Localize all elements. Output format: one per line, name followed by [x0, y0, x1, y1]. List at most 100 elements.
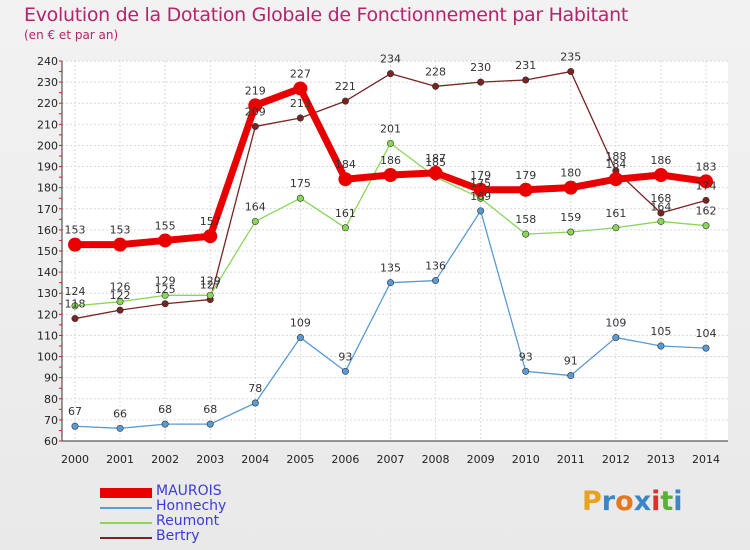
legend-label: Bertry: [156, 528, 200, 544]
data-label: 127: [200, 279, 221, 292]
data-label: 169: [470, 190, 491, 203]
data-label: 136: [425, 260, 446, 273]
data-label: 161: [605, 207, 626, 220]
y-tick-label: 200: [37, 139, 58, 152]
legend-label: Honnechy: [156, 498, 227, 514]
legend-swatch: [100, 487, 152, 498]
data-label: 186: [650, 154, 671, 167]
data-point: [341, 224, 349, 232]
x-tick-label: 2014: [692, 453, 720, 466]
data-label: 228: [425, 65, 446, 78]
logo-letter: r: [601, 486, 616, 517]
y-tick-label: 100: [37, 351, 58, 364]
data-point: [251, 217, 259, 225]
data-point: [653, 168, 668, 182]
data-label: 187: [425, 152, 446, 165]
x-tick-label: 2001: [106, 453, 134, 466]
data-point: [71, 315, 79, 323]
data-label: 183: [696, 160, 717, 173]
logo-letter: i: [673, 486, 683, 517]
x-tick-label: 2008: [422, 453, 450, 466]
data-label: 157: [200, 215, 221, 228]
legend-swatch: [100, 521, 152, 524]
data-point: [432, 82, 440, 90]
data-label: 230: [470, 61, 491, 74]
data-label: 93: [519, 350, 533, 363]
data-point: [68, 237, 82, 252]
data-label: 135: [380, 262, 401, 275]
data-point: [518, 182, 533, 197]
data-point: [293, 81, 308, 96]
data-point: [251, 122, 259, 130]
data-point: [477, 207, 485, 215]
y-tick-label: 180: [37, 182, 58, 195]
data-label: 175: [290, 177, 311, 190]
x-tick-label: 2012: [602, 453, 630, 466]
data-label: 153: [65, 224, 86, 237]
y-tick-label: 60: [44, 435, 58, 448]
data-label: 221: [335, 80, 356, 93]
data-label: 93: [338, 350, 352, 363]
data-label: 235: [560, 51, 581, 64]
data-point: [113, 237, 128, 252]
data-label: 159: [560, 211, 581, 224]
y-tick-label: 240: [37, 55, 58, 68]
data-point: [567, 68, 575, 76]
chart-subtitle: (en € et par an): [24, 28, 119, 42]
data-label: 124: [65, 285, 86, 298]
x-tick-label: 2007: [377, 453, 405, 466]
x-tick-label: 2006: [331, 453, 359, 466]
data-label: 126: [110, 281, 131, 294]
data-point: [206, 420, 214, 428]
data-label: 68: [158, 403, 172, 416]
data-point: [432, 277, 440, 285]
data-point: [341, 367, 349, 375]
x-tick-label: 2003: [196, 453, 224, 466]
data-point: [657, 209, 665, 217]
data-label: 174: [696, 179, 717, 192]
y-tick-label: 220: [37, 97, 58, 110]
data-label: 179: [515, 169, 536, 182]
data-label: 219: [245, 84, 266, 97]
data-label: 129: [200, 274, 221, 287]
data-label: 66: [113, 407, 127, 420]
data-point: [522, 367, 530, 375]
data-point: [71, 302, 79, 310]
data-label: 129: [155, 274, 176, 287]
logo-letter: x: [633, 486, 652, 517]
data-label: 118: [65, 298, 86, 311]
data-point: [608, 172, 623, 187]
data-label: 188: [605, 150, 626, 163]
data-label: 153: [110, 224, 131, 237]
data-label: 161: [335, 207, 356, 220]
data-label: 213: [290, 97, 311, 110]
data-point: [206, 291, 214, 299]
data-point: [386, 139, 394, 147]
data-label: 185: [425, 156, 446, 169]
data-point: [522, 230, 530, 238]
y-tick-label: 90: [44, 372, 58, 385]
data-point: [702, 196, 710, 204]
data-label: 109: [290, 317, 311, 330]
data-point: [428, 165, 443, 180]
data-point: [386, 70, 394, 78]
data-label: 164: [650, 200, 671, 213]
data-label: 109: [605, 317, 626, 330]
data-point: [161, 300, 169, 308]
data-label: 122: [110, 289, 131, 302]
data-label: 184: [335, 158, 356, 171]
data-point: [296, 334, 304, 342]
data-label: 179: [470, 169, 491, 182]
data-point: [612, 334, 620, 342]
y-tick-label: 80: [44, 393, 58, 406]
y-tick-label: 140: [37, 266, 58, 279]
y-tick-label: 120: [37, 308, 58, 321]
x-tick-label: 2013: [647, 453, 675, 466]
x-tick-label: 2002: [151, 453, 179, 466]
data-label: 164: [245, 200, 266, 213]
data-point: [702, 222, 710, 230]
data-point: [699, 174, 713, 189]
x-tick-label: 2004: [241, 453, 269, 466]
data-label: 184: [605, 158, 626, 171]
